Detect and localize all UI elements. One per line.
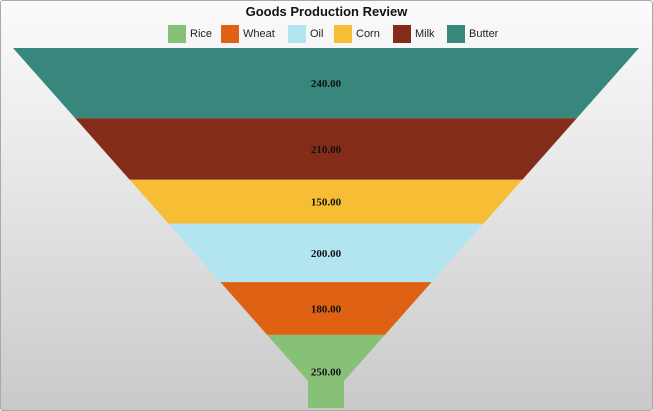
legend-swatch-butter: [447, 25, 465, 43]
value-label-butter: 240.00: [311, 78, 342, 90]
legend-label-butter: Butter: [469, 28, 499, 40]
funnel-segment-rice[interactable]: [267, 334, 385, 408]
legend-swatch-wheat: [221, 25, 239, 43]
legend-label-wheat: Wheat: [243, 28, 275, 40]
value-label-rice: 250.00: [311, 366, 342, 378]
funnel-segment-wheat[interactable]: [220, 282, 432, 335]
legend-label-milk: Milk: [415, 28, 435, 40]
value-label-milk: 210.00: [311, 144, 342, 156]
funnel-segment-milk[interactable]: [75, 118, 577, 180]
value-label-oil: 200.00: [311, 248, 342, 260]
legend-swatch-oil: [288, 25, 306, 43]
legend-label-oil: Oil: [310, 28, 324, 40]
legend-swatch-corn: [334, 25, 352, 43]
chart-title: Goods Production Review: [245, 4, 408, 19]
legend-label-rice: Rice: [190, 28, 213, 40]
funnel-segment-corn[interactable]: [129, 179, 523, 224]
legend-swatch-rice: [168, 25, 186, 43]
legend-swatch-milk: [393, 25, 411, 43]
value-label-wheat: 180.00: [311, 303, 342, 315]
funnel-segment-butter[interactable]: [13, 48, 639, 119]
legend-label-corn: Corn: [356, 28, 380, 40]
funnel-segment-oil[interactable]: [168, 223, 484, 283]
value-label-corn: 150.00: [311, 197, 342, 209]
